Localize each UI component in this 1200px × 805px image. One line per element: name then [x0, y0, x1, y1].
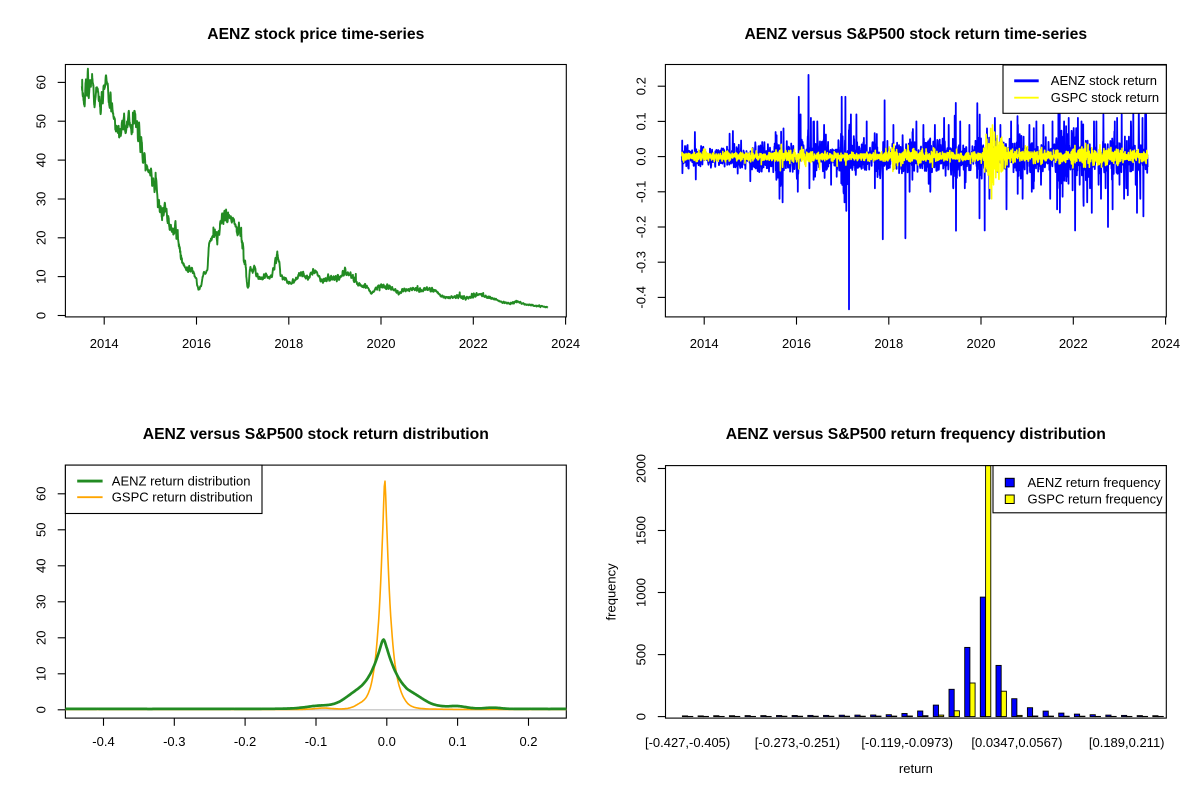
svg-text:2014: 2014 — [90, 336, 119, 351]
svg-text:2000: 2000 — [634, 454, 649, 483]
svg-text:0.0: 0.0 — [634, 148, 649, 166]
svg-text:GSPC stock return: GSPC stock return — [1051, 90, 1159, 105]
svg-text:0.2: 0.2 — [519, 734, 537, 749]
svg-text:500: 500 — [634, 644, 649, 666]
svg-text:AENZ versus S&P500 stock retur: AENZ versus S&P500 stock return time-ser… — [744, 26, 1087, 43]
svg-text:2020: 2020 — [967, 336, 996, 351]
svg-text:1500: 1500 — [634, 516, 649, 545]
svg-text:[-0.119,-0.0973): [-0.119,-0.0973) — [861, 735, 953, 750]
svg-text:AENZ versus S&P500 return freq: AENZ versus S&P500 return frequency dist… — [726, 426, 1106, 443]
svg-text:40: 40 — [34, 559, 49, 573]
svg-text:AENZ versus S&P500 stock retur: AENZ versus S&P500 stock return distribu… — [143, 426, 489, 443]
svg-text:0: 0 — [34, 312, 49, 319]
svg-text:30: 30 — [34, 192, 49, 206]
svg-text:50: 50 — [34, 114, 49, 128]
svg-text:2022: 2022 — [1059, 336, 1088, 351]
svg-text:AENZ return frequency: AENZ return frequency — [1028, 475, 1161, 490]
svg-text:2014: 2014 — [690, 336, 719, 351]
svg-text:-0.1: -0.1 — [634, 181, 649, 203]
svg-text:-0.4: -0.4 — [92, 734, 114, 749]
svg-text:50: 50 — [34, 523, 49, 537]
svg-text:2022: 2022 — [459, 336, 488, 351]
svg-text:20: 20 — [34, 231, 49, 245]
svg-text:[0.189,0.211): [0.189,0.211) — [1089, 735, 1165, 750]
svg-text:0.1: 0.1 — [634, 112, 649, 130]
svg-text:2024: 2024 — [551, 336, 580, 351]
svg-text:60: 60 — [34, 487, 49, 501]
svg-text:-0.3: -0.3 — [634, 251, 649, 273]
svg-text:0.1: 0.1 — [449, 734, 467, 749]
svg-text:[-0.273,-0.251): [-0.273,-0.251) — [755, 735, 840, 750]
svg-text:-0.2: -0.2 — [234, 734, 256, 749]
svg-text:frequency: frequency — [604, 563, 619, 621]
svg-text:0: 0 — [634, 713, 649, 720]
svg-text:[0.0347,0.0567): [0.0347,0.0567) — [971, 735, 1062, 750]
svg-text:AENZ stock return: AENZ stock return — [1051, 73, 1157, 88]
svg-text:0.2: 0.2 — [634, 77, 649, 95]
svg-text:return: return — [899, 761, 933, 776]
svg-text:AENZ return distribution: AENZ return distribution — [112, 474, 251, 489]
svg-text:-0.2: -0.2 — [634, 216, 649, 238]
svg-text:30: 30 — [34, 595, 49, 609]
svg-text:2024: 2024 — [1151, 336, 1180, 351]
svg-text:40: 40 — [34, 153, 49, 167]
svg-text:2020: 2020 — [367, 336, 396, 351]
svg-text:2016: 2016 — [782, 336, 811, 351]
svg-text:AENZ stock price time-series: AENZ stock price time-series — [207, 26, 424, 43]
svg-text:0.0: 0.0 — [378, 734, 396, 749]
svg-text:2018: 2018 — [274, 336, 303, 351]
svg-text:2016: 2016 — [182, 336, 211, 351]
svg-text:[-0.427,-0.405): [-0.427,-0.405) — [645, 735, 730, 750]
svg-text:10: 10 — [34, 269, 49, 283]
svg-text:-0.4: -0.4 — [634, 286, 649, 308]
svg-text:GSPC return frequency: GSPC return frequency — [1028, 492, 1164, 507]
svg-text:0: 0 — [34, 706, 49, 713]
svg-text:2018: 2018 — [874, 336, 903, 351]
svg-text:1000: 1000 — [634, 578, 649, 607]
svg-text:GSPC return distribution: GSPC return distribution — [112, 490, 253, 505]
svg-text:10: 10 — [34, 667, 49, 681]
svg-text:20: 20 — [34, 631, 49, 645]
svg-text:-0.1: -0.1 — [305, 734, 327, 749]
svg-text:60: 60 — [34, 75, 49, 89]
svg-text:-0.3: -0.3 — [163, 734, 185, 749]
